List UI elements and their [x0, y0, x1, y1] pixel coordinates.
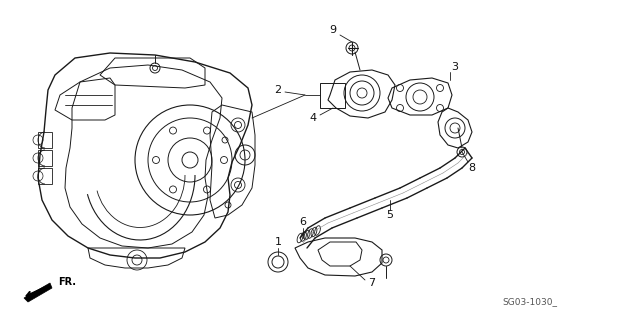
- Text: 5: 5: [387, 210, 394, 220]
- Text: 2: 2: [275, 85, 282, 95]
- Text: FR.: FR.: [58, 277, 76, 287]
- Text: 4: 4: [309, 113, 317, 123]
- Text: SG03-1030_: SG03-1030_: [502, 298, 557, 307]
- Text: 6: 6: [300, 217, 307, 227]
- Text: 9: 9: [330, 25, 337, 35]
- Text: 1: 1: [275, 237, 282, 247]
- Text: 3: 3: [451, 62, 458, 72]
- FancyArrowPatch shape: [27, 286, 47, 296]
- Text: 7: 7: [369, 278, 376, 288]
- Text: 8: 8: [468, 163, 476, 173]
- Polygon shape: [24, 283, 52, 302]
